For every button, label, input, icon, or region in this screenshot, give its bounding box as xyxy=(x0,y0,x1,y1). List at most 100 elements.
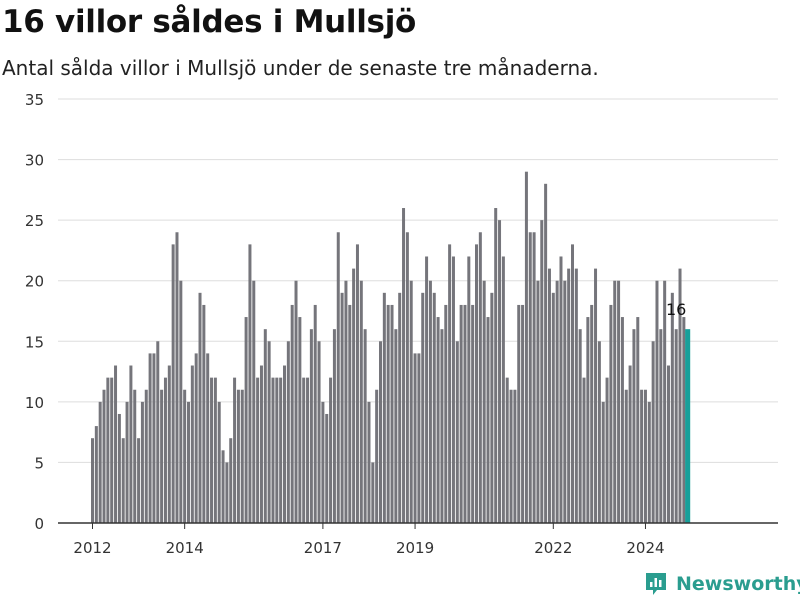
y-tick-label: 35 xyxy=(25,91,44,109)
x-tick-label: 2019 xyxy=(396,539,434,557)
bar xyxy=(286,341,290,523)
bar xyxy=(160,389,164,523)
bar xyxy=(379,341,382,523)
bar xyxy=(670,292,674,523)
bar xyxy=(279,377,283,523)
bar xyxy=(133,389,137,523)
bar xyxy=(532,232,536,523)
bar xyxy=(317,341,321,523)
bar xyxy=(386,304,390,523)
bar xyxy=(478,232,482,523)
chart-title: 16 villor såldes i Mullsjö xyxy=(2,4,417,40)
bar xyxy=(283,365,286,523)
bar xyxy=(436,317,440,523)
bar xyxy=(624,389,628,523)
bar xyxy=(375,389,379,523)
bar xyxy=(444,304,448,523)
bar xyxy=(405,232,409,523)
bar xyxy=(678,268,682,523)
bar xyxy=(620,317,624,523)
bar xyxy=(467,256,471,523)
bar xyxy=(513,389,517,523)
bar xyxy=(121,438,125,523)
bar xyxy=(471,304,475,523)
bar xyxy=(402,208,406,523)
bar xyxy=(125,401,129,523)
bar xyxy=(597,341,601,523)
bar xyxy=(440,329,444,523)
bar xyxy=(555,280,559,523)
x-tick-label: 2022 xyxy=(534,539,572,557)
bar xyxy=(448,244,452,523)
bar xyxy=(501,256,505,523)
bar xyxy=(451,256,455,523)
bar xyxy=(306,377,310,523)
bar xyxy=(578,329,582,523)
bar xyxy=(628,365,632,523)
bar xyxy=(221,450,225,523)
bar xyxy=(244,317,248,523)
bar xyxy=(210,377,214,523)
bar xyxy=(325,413,329,523)
bar xyxy=(106,377,110,523)
bar xyxy=(206,353,210,523)
bar xyxy=(651,341,655,523)
bar xyxy=(190,365,194,523)
bar xyxy=(91,438,94,523)
bar xyxy=(156,341,160,523)
bar xyxy=(340,292,344,523)
bar xyxy=(563,280,567,523)
bar xyxy=(509,389,513,523)
bar xyxy=(390,304,394,523)
bar xyxy=(594,268,598,523)
bar xyxy=(117,413,121,523)
bar xyxy=(398,292,402,523)
bar xyxy=(144,389,148,523)
bar xyxy=(421,292,425,523)
y-tick-label: 15 xyxy=(25,333,44,351)
x-tick-label: 2014 xyxy=(166,539,204,557)
bar-highlight xyxy=(685,329,691,523)
bar xyxy=(663,280,667,523)
bar xyxy=(486,317,490,523)
bar xyxy=(605,377,609,523)
bar xyxy=(490,292,494,523)
brand-name: Newsworthy xyxy=(676,573,800,595)
bar xyxy=(455,341,459,523)
bar xyxy=(524,171,528,523)
bar xyxy=(655,280,659,523)
chart-subtitle: Antal sålda villor i Mullsjö under de se… xyxy=(2,56,599,80)
bar xyxy=(582,377,586,523)
bar xyxy=(352,268,356,523)
bar xyxy=(636,317,640,523)
y-tick-label: 25 xyxy=(25,212,44,230)
bar xyxy=(240,389,244,523)
bar xyxy=(617,280,621,523)
bar xyxy=(482,280,486,523)
bar xyxy=(359,280,363,523)
bar xyxy=(102,389,106,523)
bar xyxy=(367,401,371,523)
bar xyxy=(640,389,644,523)
bar xyxy=(521,304,525,523)
bar xyxy=(259,365,263,523)
highlight-value-label: 16 xyxy=(666,300,686,319)
bar xyxy=(271,377,275,523)
bar xyxy=(275,377,279,523)
bar xyxy=(475,244,478,523)
bar xyxy=(256,377,260,523)
bar xyxy=(140,401,144,523)
bar xyxy=(590,304,594,523)
x-tick-label: 2017 xyxy=(304,539,342,557)
bar xyxy=(98,401,102,523)
bar xyxy=(682,317,686,523)
newsworthy-logo-icon xyxy=(646,573,666,595)
bar xyxy=(321,401,325,523)
bar xyxy=(148,353,152,523)
y-tick-label: 0 xyxy=(34,515,44,533)
bar xyxy=(217,401,221,523)
bar xyxy=(129,365,133,523)
bar xyxy=(94,426,98,523)
x-tick-label: 2024 xyxy=(626,539,664,557)
